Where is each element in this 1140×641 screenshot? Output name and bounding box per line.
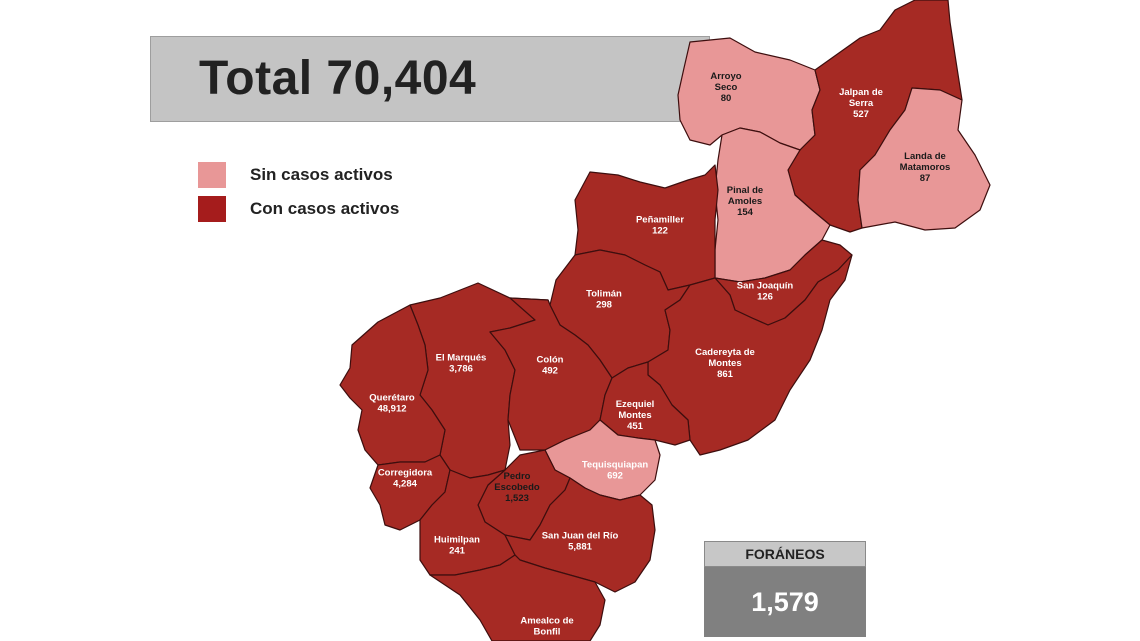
label-case-count: 154: [737, 207, 754, 218]
label-toliman: Tolimán 298: [586, 289, 622, 311]
municipality-amealco-de-bonfil[interactable]: [429, 554, 606, 641]
label-case-count: 451: [627, 421, 644, 432]
legend-swatch-con-casos: [198, 196, 226, 222]
legend-item-sin-casos: Sin casos activos: [198, 158, 399, 192]
label-arroyo-seco: Arroyo Seco 80: [710, 71, 741, 104]
label-name-line: Serra: [849, 98, 874, 109]
label-name-line: Tolimán: [586, 289, 622, 300]
label-ezequiel-montes: Ezequiel Montes 451: [616, 399, 655, 432]
label-name-line: Tequisquiapan: [582, 460, 649, 471]
label-case-count: 122: [652, 226, 668, 237]
label-cadereyta-de-montes: Cadereyta de Montes 861: [695, 347, 755, 380]
label-name-line: Jalpan de: [839, 87, 883, 98]
legend-label-con-casos: Con casos activos: [250, 199, 400, 218]
legend-swatch-sin-casos: [198, 162, 226, 188]
label-name-line: Ezequiel: [616, 399, 655, 410]
municipality-landa-de-matamoros[interactable]: [857, 87, 991, 231]
label-name-line: Querétaro: [369, 393, 415, 404]
map-legend: Sin casos activos Con casos activos: [198, 158, 399, 226]
label-name-line: Bonfil: [534, 627, 561, 638]
label-name-line: Seco: [715, 82, 738, 93]
label-case-count: 48,912: [377, 404, 406, 415]
label-name-line: Peñamiller: [636, 215, 684, 226]
label-name-line: Pinal de: [727, 185, 763, 196]
foraneos-box: FORÁNEOS 1,579: [704, 541, 866, 637]
label-name-line: San Joaquín: [737, 281, 794, 292]
label-name-line: Corregidora: [378, 468, 433, 479]
label-huimilpan: Huimilpan 241: [434, 535, 480, 557]
label-jalpan-de-serra: Jalpan de Serra 527: [839, 87, 883, 120]
label-case-count: 126: [757, 292, 773, 303]
legend-item-con-casos: Con casos activos: [198, 192, 399, 226]
legend-label-sin-casos: Sin casos activos: [250, 165, 393, 184]
label-pinal-de-amoles: Pinal de Amoles 154: [727, 185, 763, 218]
label-case-count: 80: [721, 93, 732, 104]
label-landa-de-matamoros: Landa de Matamoros 87: [900, 151, 951, 184]
label-case-count: 4,284: [393, 479, 417, 490]
label-san-juan-del-rio: San Juan del Río 5,881: [542, 531, 619, 553]
label-penamiller: Peñamiller 122: [636, 215, 684, 237]
foraneos-label: FORÁNEOS: [704, 541, 866, 567]
label-case-count: 492: [542, 366, 558, 377]
label-name-line: Pedro: [504, 471, 531, 482]
foraneos-value: 1,579: [704, 567, 866, 637]
label-name-line: Cadereyta de: [695, 347, 755, 358]
label-name-line: Landa de: [904, 151, 946, 162]
label-case-count: 241: [449, 546, 466, 557]
label-name-line: Escobedo: [494, 482, 540, 493]
label-san-joaquin: San Joaquín 126: [737, 281, 794, 303]
total-banner: Total 70,404: [150, 36, 710, 122]
label-case-count: 5,881: [568, 542, 592, 553]
label-case-count: 87: [920, 173, 931, 184]
label-name-line: Arroyo: [710, 71, 741, 82]
label-case-count: 298: [596, 300, 612, 311]
label-case-count: 861: [717, 369, 734, 380]
label-name-line: Matamoros: [900, 162, 951, 173]
label-tequisquiapan: Tequisquiapan 692: [582, 460, 649, 482]
label-case-count: 1,523: [505, 493, 529, 504]
label-name-line: El Marqués: [436, 353, 487, 364]
label-name-line: Colón: [537, 355, 564, 366]
label-pedro-escobedo: Pedro Escobedo 1,523: [494, 471, 540, 504]
label-name-line: Amealco de: [520, 616, 573, 627]
label-queretaro: Querétaro 48,912: [369, 393, 415, 415]
label-name-line: Huimilpan: [434, 535, 480, 546]
label-name-line: San Juan del Río: [542, 531, 619, 542]
label-name-line: Montes: [708, 358, 741, 369]
label-amealco-de-bonfil: Amealco de Bonfil: [520, 616, 573, 638]
total-cases-text: Total 70,404: [199, 52, 477, 105]
label-name-line: Amoles: [728, 196, 762, 207]
label-case-count: 692: [607, 471, 623, 482]
label-corregidora: Corregidora 4,284: [378, 468, 433, 490]
label-colon: Colón 492: [537, 355, 564, 377]
label-name-line: Montes: [618, 410, 651, 421]
label-case-count: 3,786: [449, 364, 473, 375]
label-el-marques: El Marqués 3,786: [436, 353, 487, 375]
label-case-count: 527: [853, 109, 869, 120]
